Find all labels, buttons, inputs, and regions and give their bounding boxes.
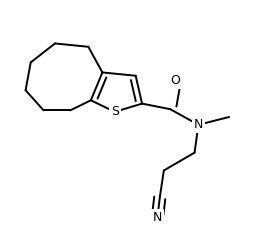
Text: N: N: [153, 211, 162, 224]
Text: N: N: [194, 118, 203, 131]
Text: O: O: [170, 74, 180, 87]
Text: S: S: [111, 105, 119, 118]
